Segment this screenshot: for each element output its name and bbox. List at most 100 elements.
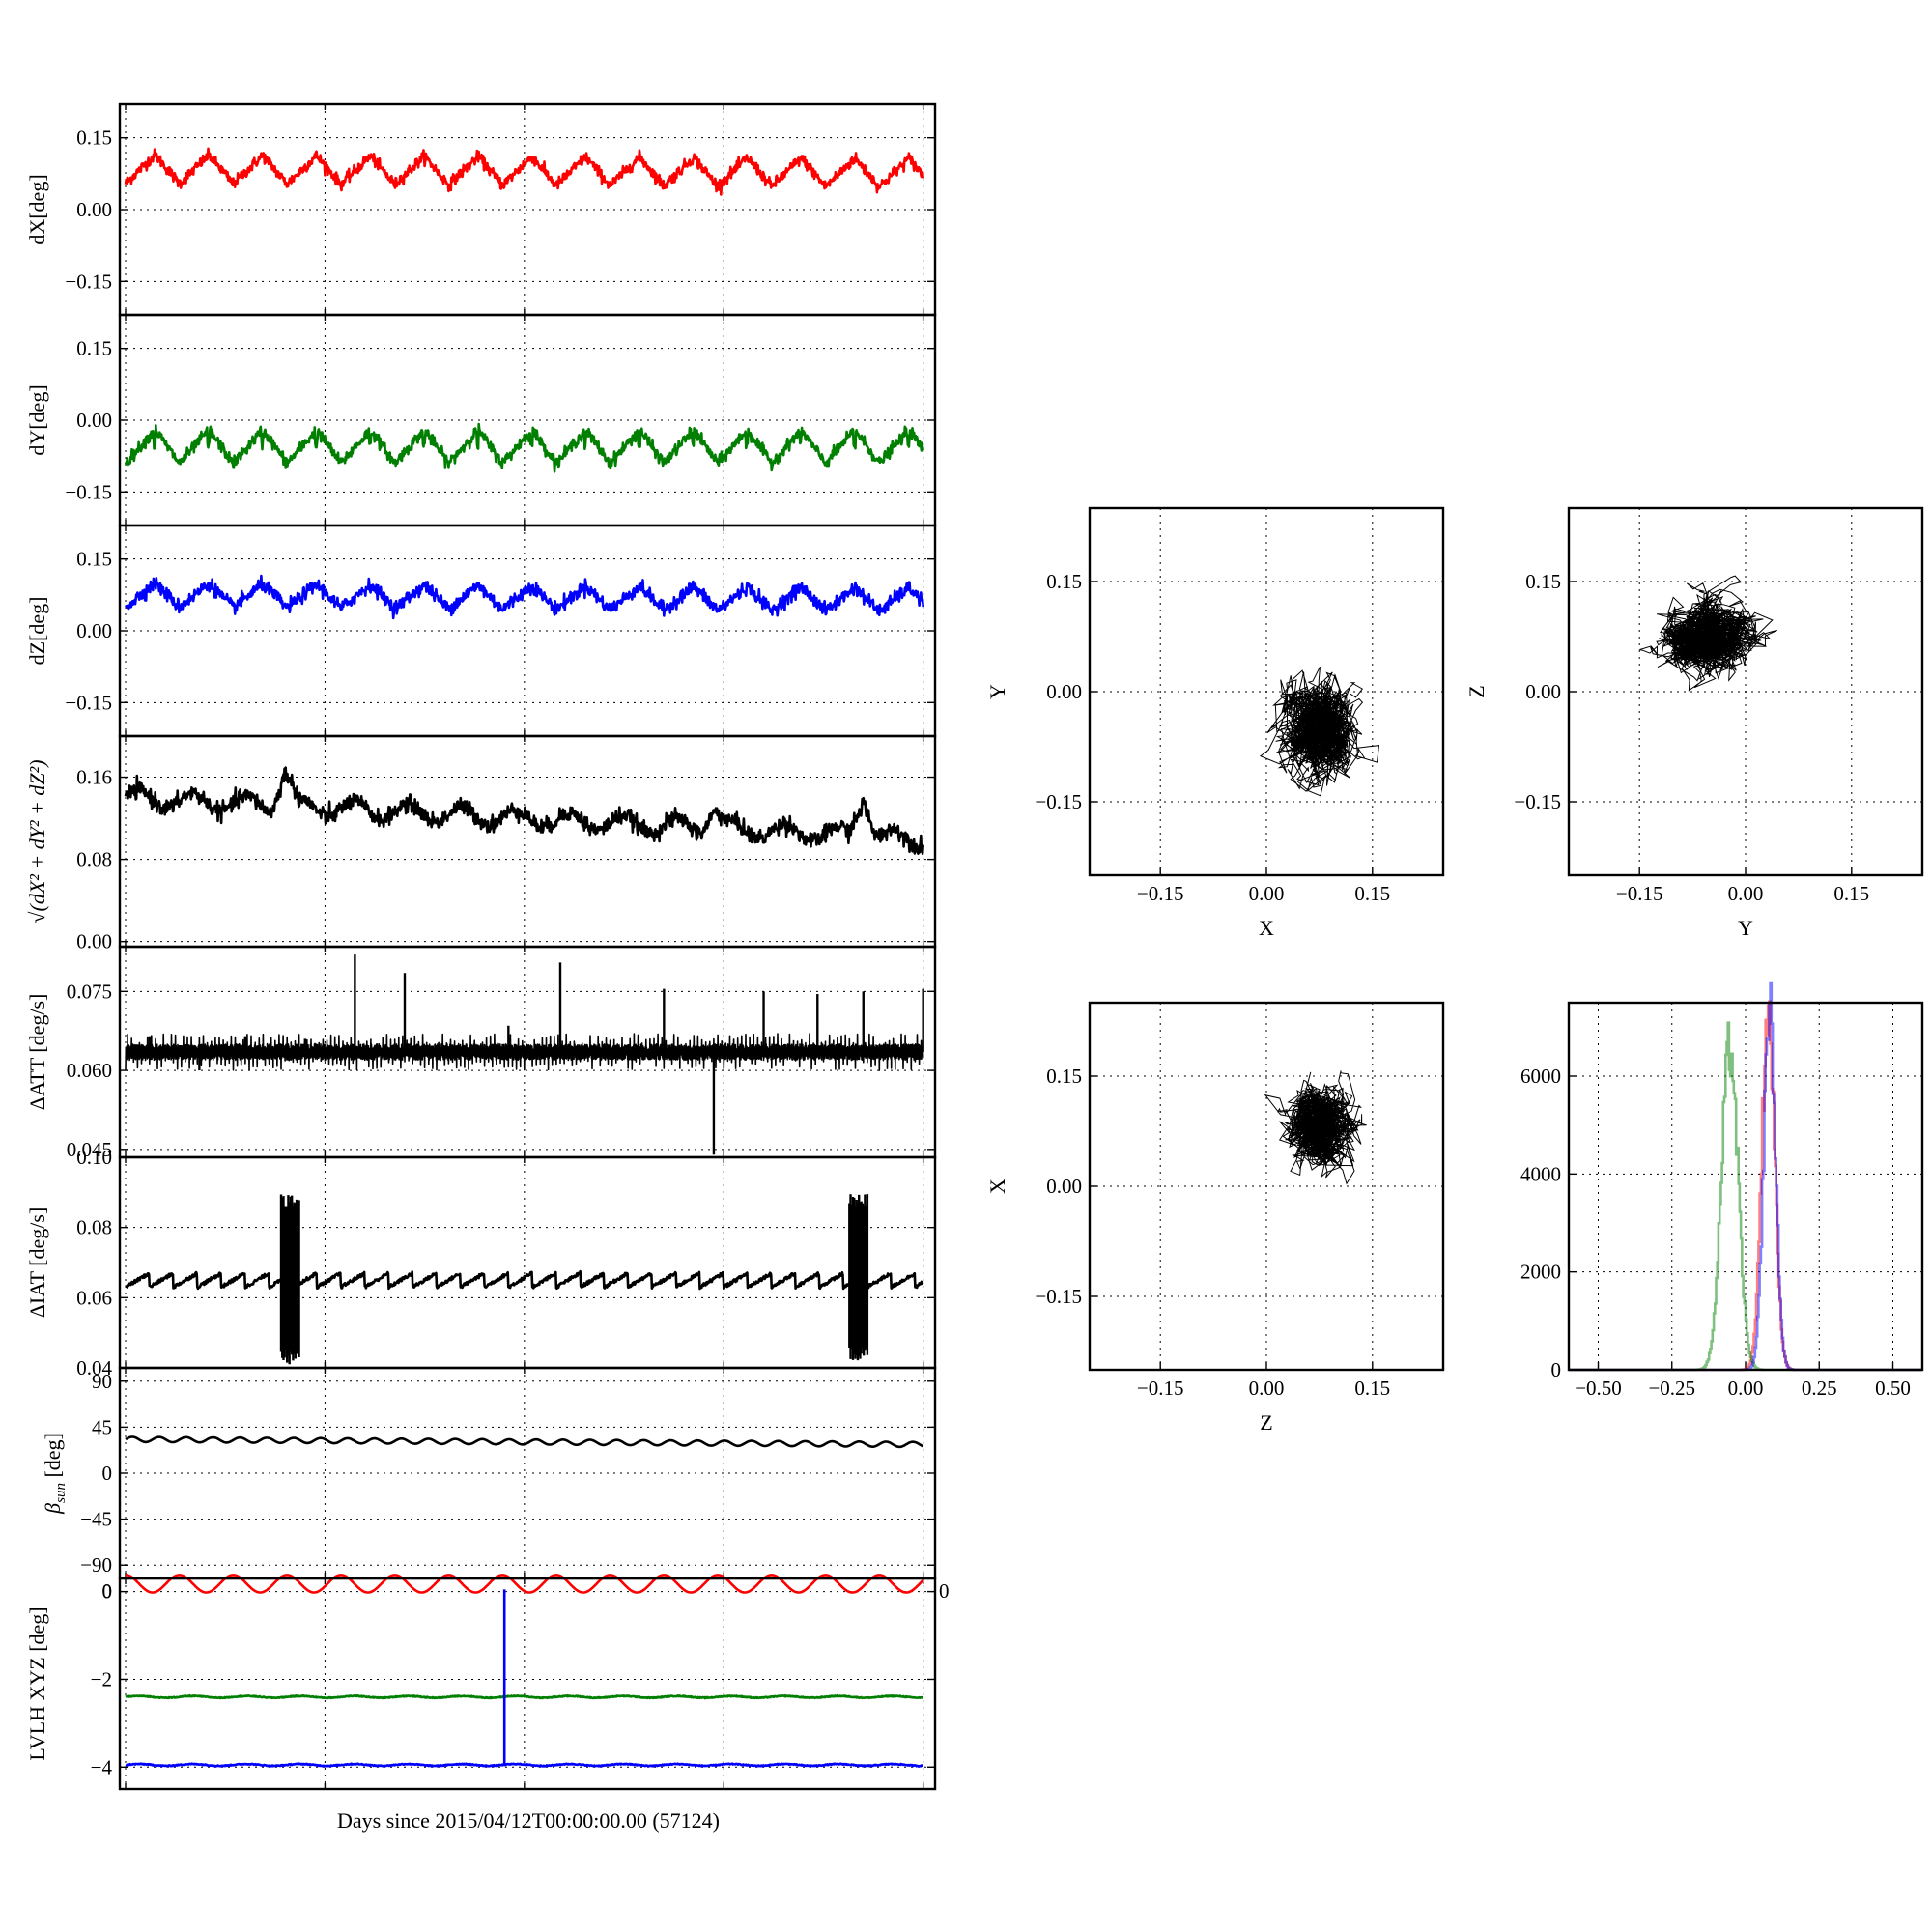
y-tick-label: −45: [80, 1508, 112, 1531]
y-axis-label-xy: Y: [985, 684, 1009, 699]
y-tick-label: 0.00: [1046, 680, 1082, 703]
y-tick-label: 0.15: [1046, 570, 1082, 593]
y-tick-label: 0.00: [76, 619, 112, 642]
y-tick-label: 6000: [1520, 1065, 1561, 1088]
y-tick-label: −90: [80, 1553, 112, 1577]
y-tick-label: −0.15: [65, 270, 112, 293]
x-axis-label-zx: Z: [1260, 1410, 1272, 1435]
y-tick-label: 0.10: [76, 1146, 112, 1169]
panel-scatter-xy: −0.15 −0.15 0.00 0.00 0.15 0.15 X Y: [985, 506, 1445, 940]
scatter-trace-xy: [1259, 666, 1380, 797]
y-tick-label: −4: [91, 1755, 113, 1778]
y-tick-label: −0.15: [1035, 1285, 1082, 1308]
axes-frame-diat: [118, 1155, 937, 1370]
y-tick-label: 0: [102, 1462, 113, 1485]
y-tick-label: −2: [91, 1667, 112, 1690]
panel-scatter-yz: −0.15 −0.15 0.00 0.00 0.15 0.15 Y Z: [1464, 506, 1924, 940]
right-axis-tick-label: 0: [939, 1579, 950, 1603]
y-axis-label-dx: dX[deg]: [25, 174, 49, 244]
y-tick-label: 2000: [1520, 1261, 1561, 1284]
panel-scatter-zx: −0.15 −0.15 0.00 0.00 0.15 0.15 Z X: [985, 1001, 1445, 1435]
x-tick-label: −0.15: [1616, 882, 1663, 905]
y-axis-label-zx: X: [985, 1179, 1009, 1194]
y-axis-label-lvlh: LVLH XYZ [deg]: [25, 1606, 49, 1760]
y-tick-label: −0.15: [1035, 790, 1082, 813]
y-axis-label-diat: ΔIAT [deg/s]: [25, 1208, 49, 1319]
panel-dtot: 0.00 0.08 0.16 √(dX² + dY² + dZ²): [25, 734, 937, 953]
panel-dx: −0.15 0.00 0.15 dX[deg]: [25, 102, 937, 317]
series-line-dy-0: [124, 422, 924, 473]
panel-histogram: −0.50 −0.25 0.00 0.25 0.50 0 2000 4000 6000: [1520, 981, 1924, 1400]
y-tick-label: 0: [1551, 1358, 1562, 1381]
axes-frame-zx: [1088, 1001, 1445, 1372]
y-tick-label: 4000: [1520, 1162, 1561, 1185]
series-line-dtot-0: [124, 766, 924, 856]
y-tick-label: −0.15: [65, 691, 112, 714]
y-tick-label: 0.075: [67, 980, 112, 1003]
y-axis-label-datt: ΔATT [deg/s]: [25, 994, 49, 1111]
x-tick-label: −0.15: [1137, 882, 1184, 905]
scatter-trace-zx: [1264, 1070, 1367, 1185]
series-line-datt-0: [125, 1033, 924, 1071]
series-line-beta-0: [125, 1435, 924, 1449]
y-tick-label: 0.06: [76, 1286, 112, 1309]
panel-beta: −90 −45 0 45 90 βsun [deg]: [41, 1366, 937, 1580]
time-axis-label: Days since 2015/04/12T00:00:00.00 (57124…: [337, 1808, 720, 1833]
scatter-trace-yz: [1639, 575, 1777, 692]
y-tick-label: 0.00: [1525, 680, 1561, 703]
panel-diat: 0.04 0.06 0.08 0.10 ΔIAT [deg/s]: [25, 1146, 937, 1379]
panel-dz: −0.15 0.00 0.15 dZ[deg]: [25, 524, 937, 738]
y-tick-label: 0.16: [76, 766, 112, 789]
series-line-lvlh-0: [125, 1574, 924, 1594]
x-tick-label: 0.00: [1728, 882, 1764, 905]
panel-datt: 0.045 0.060 0.075 ΔATT [deg/s]: [25, 945, 937, 1161]
x-tick-label: 0.00: [1249, 1377, 1285, 1400]
y-tick-label: 0.08: [76, 848, 112, 871]
left-top-tick-label: 0: [102, 1579, 113, 1603]
series-line-lvlh-2: [125, 1762, 924, 1768]
y-tick-label: 45: [92, 1415, 112, 1438]
y-tick-label: 0.00: [1046, 1175, 1082, 1198]
axes-frame-xy: [1088, 506, 1445, 877]
x-tick-label: 0.25: [1802, 1377, 1837, 1400]
y-axis-label-dz: dZ[deg]: [25, 597, 49, 666]
y-tick-label: 0.00: [76, 198, 112, 221]
axes-frame-yz: [1567, 506, 1924, 877]
y-tick-label: 0.15: [76, 127, 112, 150]
x-tick-label: −0.15: [1137, 1377, 1184, 1400]
series-line-dz-0: [125, 574, 924, 620]
y-tick-label: 0.08: [76, 1216, 112, 1239]
x-tick-label: 0.15: [1354, 1377, 1390, 1400]
x-tick-label: 0.00: [1249, 882, 1285, 905]
x-tick-label: −0.50: [1575, 1377, 1622, 1400]
x-axis-label-xy: X: [1259, 916, 1274, 940]
axes-frame-hist: [1567, 1001, 1924, 1372]
y-tick-label: 0.04: [76, 1356, 112, 1379]
x-tick-label: 0.50: [1875, 1377, 1911, 1400]
y-tick-label: 0.15: [76, 337, 112, 360]
x-tick-label: −0.25: [1648, 1377, 1695, 1400]
panel-dy: −0.15 0.00 0.15 dY[deg]: [25, 313, 937, 527]
y-tick-label: 0.060: [67, 1059, 112, 1082]
series-line-diat-0: [125, 1269, 924, 1291]
axes-frame-lvlh: [118, 1577, 937, 1791]
y-tick-label: 0.15: [1046, 1065, 1082, 1088]
y-tick-label: 0.045: [67, 1138, 112, 1161]
series-line-dx-0: [124, 147, 924, 196]
y-axis-label-dy: dY[deg]: [25, 384, 49, 455]
y-tick-label: −0.15: [65, 480, 112, 503]
y-tick-label: 0: [102, 1580, 113, 1604]
x-tick-label: 0.00: [1728, 1377, 1764, 1400]
y-tick-label: 0.00: [76, 930, 112, 953]
y-tick-label: 0.15: [1525, 570, 1561, 593]
y-tick-label: −0.15: [1514, 790, 1561, 813]
x-tick-label: 0.15: [1833, 882, 1869, 905]
series-line-lvlh-1: [125, 1694, 924, 1700]
y-tick-label: 0.00: [76, 409, 112, 432]
y-tick-label: 0.15: [76, 548, 112, 571]
y-axis-label-beta: βsun [deg]: [41, 1433, 69, 1515]
x-axis-label-yz: Y: [1738, 916, 1753, 940]
y-axis-label-yz: Z: [1464, 685, 1489, 697]
